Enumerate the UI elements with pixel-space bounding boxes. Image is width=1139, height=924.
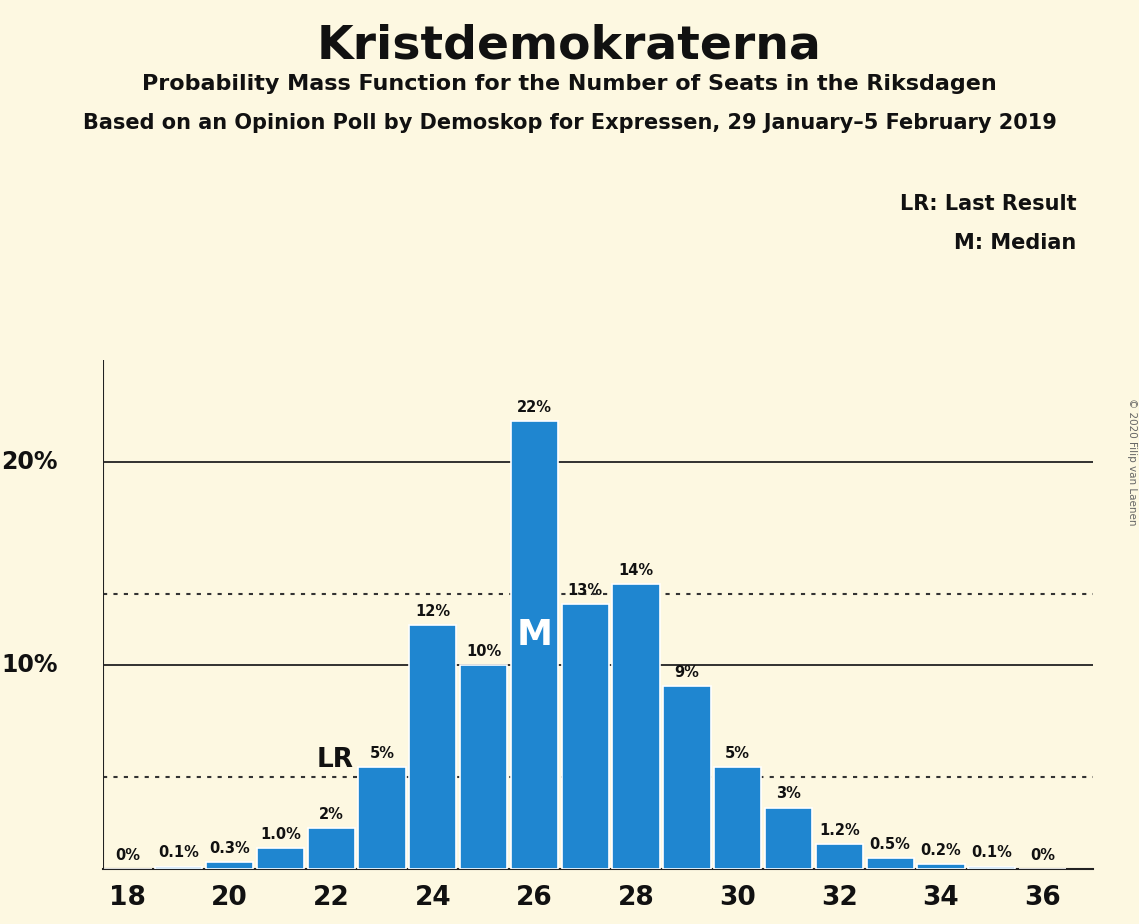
Text: Probability Mass Function for the Number of Seats in the Riksdagen: Probability Mass Function for the Number… — [142, 74, 997, 94]
Bar — [460, 665, 507, 869]
Bar — [562, 604, 609, 869]
Text: 22%: 22% — [517, 400, 552, 415]
Text: M: M — [516, 618, 552, 651]
Text: LR: LR — [317, 747, 354, 773]
Text: 10%: 10% — [1, 653, 58, 677]
Bar — [663, 686, 711, 869]
Bar — [256, 848, 304, 869]
Text: 5%: 5% — [369, 746, 394, 760]
Text: 9%: 9% — [674, 664, 699, 679]
Bar — [714, 767, 761, 869]
Bar — [359, 767, 405, 869]
Bar — [206, 862, 253, 869]
Text: 20%: 20% — [1, 450, 58, 474]
Text: 0.1%: 0.1% — [972, 845, 1013, 860]
Text: 10%: 10% — [466, 644, 501, 659]
Text: 0.1%: 0.1% — [158, 845, 199, 860]
Text: 0.5%: 0.5% — [870, 837, 910, 852]
Bar — [510, 421, 558, 869]
Bar — [155, 867, 203, 869]
Text: LR: Last Result: LR: Last Result — [900, 194, 1076, 214]
Text: 0%: 0% — [1030, 848, 1055, 863]
Text: 1.0%: 1.0% — [260, 827, 301, 842]
Bar — [308, 828, 355, 869]
Bar — [917, 865, 965, 869]
Text: M: Median: M: Median — [954, 233, 1076, 253]
Text: 2%: 2% — [319, 807, 344, 821]
Text: 0.3%: 0.3% — [210, 842, 249, 857]
Text: 5%: 5% — [726, 746, 751, 760]
Bar — [613, 584, 659, 869]
Bar — [867, 858, 913, 869]
Text: 3%: 3% — [776, 786, 801, 801]
Bar — [765, 808, 812, 869]
Text: 14%: 14% — [618, 563, 654, 578]
Bar — [968, 867, 1016, 869]
Text: 12%: 12% — [416, 603, 450, 618]
Text: 1.2%: 1.2% — [819, 823, 860, 838]
Text: 13%: 13% — [567, 583, 603, 598]
Text: 0.2%: 0.2% — [920, 844, 961, 858]
Text: 0%: 0% — [115, 848, 140, 863]
Text: © 2020 Filip van Laenen: © 2020 Filip van Laenen — [1126, 398, 1137, 526]
Text: Kristdemokraterna: Kristdemokraterna — [317, 23, 822, 68]
Bar — [409, 625, 457, 869]
Bar — [816, 845, 863, 869]
Text: Based on an Opinion Poll by Demoskop for Expressen, 29 January–5 February 2019: Based on an Opinion Poll by Demoskop for… — [82, 113, 1057, 133]
